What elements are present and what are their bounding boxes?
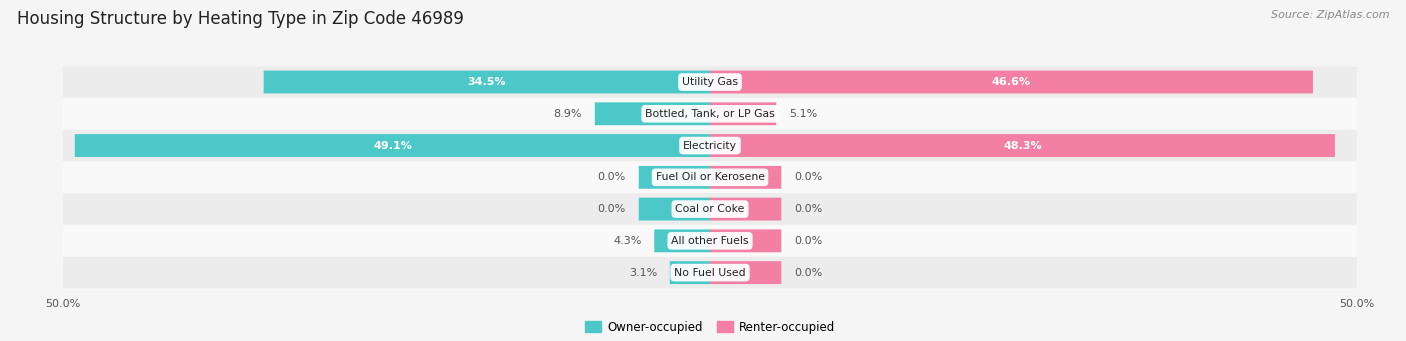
Text: 46.6%: 46.6% xyxy=(991,77,1031,87)
Text: 4.3%: 4.3% xyxy=(613,236,641,246)
FancyBboxPatch shape xyxy=(710,166,782,189)
FancyBboxPatch shape xyxy=(75,134,710,157)
Text: 49.1%: 49.1% xyxy=(373,140,412,151)
Legend: Owner-occupied, Renter-occupied: Owner-occupied, Renter-occupied xyxy=(579,316,841,338)
FancyBboxPatch shape xyxy=(595,102,710,125)
FancyBboxPatch shape xyxy=(63,225,1357,256)
Text: Coal or Coke: Coal or Coke xyxy=(675,204,745,214)
Text: 0.0%: 0.0% xyxy=(598,204,626,214)
FancyBboxPatch shape xyxy=(710,198,782,221)
Text: 34.5%: 34.5% xyxy=(468,77,506,87)
FancyBboxPatch shape xyxy=(710,229,782,252)
Text: 0.0%: 0.0% xyxy=(794,236,823,246)
Text: 3.1%: 3.1% xyxy=(628,268,657,278)
Text: Bottled, Tank, or LP Gas: Bottled, Tank, or LP Gas xyxy=(645,109,775,119)
FancyBboxPatch shape xyxy=(63,257,1357,288)
Text: 8.9%: 8.9% xyxy=(554,109,582,119)
Text: 0.0%: 0.0% xyxy=(794,268,823,278)
FancyBboxPatch shape xyxy=(63,194,1357,225)
Text: 0.0%: 0.0% xyxy=(794,204,823,214)
FancyBboxPatch shape xyxy=(654,229,710,252)
FancyBboxPatch shape xyxy=(669,261,710,284)
Text: All other Fuels: All other Fuels xyxy=(671,236,749,246)
FancyBboxPatch shape xyxy=(63,130,1357,161)
Text: Source: ZipAtlas.com: Source: ZipAtlas.com xyxy=(1271,10,1389,20)
Text: No Fuel Used: No Fuel Used xyxy=(675,268,745,278)
Text: Utility Gas: Utility Gas xyxy=(682,77,738,87)
Text: 0.0%: 0.0% xyxy=(794,172,823,182)
FancyBboxPatch shape xyxy=(63,66,1357,98)
Text: 0.0%: 0.0% xyxy=(598,172,626,182)
FancyBboxPatch shape xyxy=(638,166,710,189)
Text: Housing Structure by Heating Type in Zip Code 46989: Housing Structure by Heating Type in Zip… xyxy=(17,10,464,28)
FancyBboxPatch shape xyxy=(710,71,1313,93)
FancyBboxPatch shape xyxy=(63,162,1357,193)
FancyBboxPatch shape xyxy=(710,102,776,125)
Text: Electricity: Electricity xyxy=(683,140,737,151)
FancyBboxPatch shape xyxy=(264,71,710,93)
FancyBboxPatch shape xyxy=(638,198,710,221)
Text: Fuel Oil or Kerosene: Fuel Oil or Kerosene xyxy=(655,172,765,182)
FancyBboxPatch shape xyxy=(710,134,1334,157)
Text: 5.1%: 5.1% xyxy=(789,109,817,119)
FancyBboxPatch shape xyxy=(710,261,782,284)
Text: 48.3%: 48.3% xyxy=(1002,140,1042,151)
FancyBboxPatch shape xyxy=(63,98,1357,129)
